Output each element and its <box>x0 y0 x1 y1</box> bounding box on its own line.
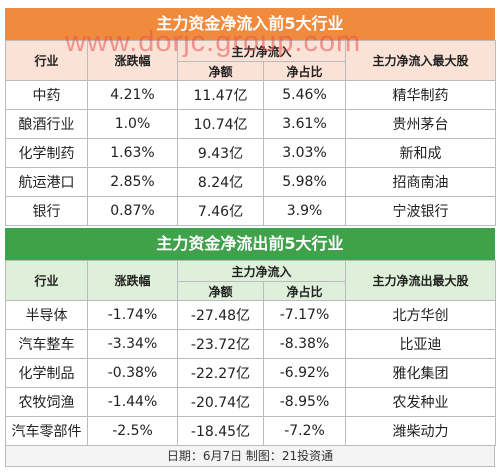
industry-cell: 酿酒行业 <box>5 109 88 139</box>
net-amount-cell: -22.27亿 <box>177 358 264 388</box>
change-cell: -0.38% <box>87 358 178 388</box>
table-row: 化学制品 -0.38% -22.27亿 -6.92% 雅化集团 <box>5 358 497 388</box>
top-stock-cell: 招商南油 <box>345 167 497 197</box>
inflow-table: 行业 涨跌幅 主力净流入 主力净流入最大股 净额 净占比 中药 4.21% 11… <box>5 40 497 226</box>
top-stock-cell: 潍柴动力 <box>345 416 497 446</box>
change-cell: 1.63% <box>87 138 178 168</box>
top-stock-cell: 北方华创 <box>345 300 497 330</box>
industry-cell: 化学制品 <box>5 358 88 388</box>
net-ratio-cell: -7.2% <box>262 416 347 446</box>
inflow-title-banner: 主力资金净流入前5大行业 <box>5 8 495 40</box>
change-cell: 4.21% <box>87 80 178 110</box>
net-ratio-cell: -7.17% <box>262 300 347 330</box>
inflow-header-net-ratio: 净占比 <box>262 61 347 81</box>
outflow-header-net-group: 主力净流入 <box>176 260 347 282</box>
top-stock-cell: 新和成 <box>345 138 497 168</box>
net-amount-cell: 7.46亿 <box>177 196 264 226</box>
net-ratio-cell: -6.92% <box>262 358 347 388</box>
outflow-header-row: 行业 涨跌幅 主力净流入 主力净流出最大股 <box>5 260 497 301</box>
table-row: 银行 0.87% 7.46亿 3.9% 宁波银行 <box>5 196 497 226</box>
inflow-header-top-stock: 主力净流入最大股 <box>345 40 497 81</box>
inflow-header-net-amount: 净额 <box>177 61 264 81</box>
table-row: 酿酒行业 1.0% 10.74亿 3.61% 贵州茅台 <box>5 109 497 139</box>
outflow-subheader-row: 净额 净占比 <box>6 281 496 301</box>
industry-cell: 银行 <box>5 196 88 226</box>
net-amount-cell: -20.74亿 <box>177 387 264 417</box>
net-amount-cell: -18.45亿 <box>177 416 264 446</box>
industry-cell: 化学制药 <box>5 138 88 168</box>
page: 主力资金净流入前5大行业 行业 涨跌幅 主力净流入 主力净流入最大股 净额 净占… <box>5 0 497 474</box>
change-cell: 0.87% <box>87 196 178 226</box>
table-row: 化学制药 1.63% 9.43亿 3.03% 新和成 <box>5 138 497 168</box>
net-amount-cell: 9.43亿 <box>177 138 264 168</box>
change-cell: -1.44% <box>87 387 178 417</box>
outflow-header-top-stock: 主力净流出最大股 <box>345 260 497 301</box>
top-stock-cell: 贵州茅台 <box>345 109 497 139</box>
top-stock-cell: 雅化集团 <box>345 358 497 388</box>
net-ratio-cell: 3.03% <box>262 138 347 168</box>
table-row: 中药 4.21% 11.47亿 5.46% 精华制药 <box>5 80 497 110</box>
outflow-header-net-ratio: 净占比 <box>262 281 347 301</box>
change-cell: -2.5% <box>87 416 178 446</box>
footer-caption: 日期：6月7日 制图：21投资通 <box>5 446 495 467</box>
top-stock-cell: 农发种业 <box>345 387 497 417</box>
industry-cell: 航运港口 <box>5 167 88 197</box>
inflow-title: 主力资金净流入前5大行业 <box>156 14 344 33</box>
inflow-subheader-row: 净额 净占比 <box>6 61 496 81</box>
net-ratio-cell: 5.98% <box>262 167 347 197</box>
industry-cell: 汽车整车 <box>5 329 88 359</box>
industry-cell: 汽车零部件 <box>5 416 88 446</box>
industry-cell: 半导体 <box>5 300 88 330</box>
net-amount-cell: -23.72亿 <box>177 329 264 359</box>
change-cell: -3.34% <box>87 329 178 359</box>
change-cell: -1.74% <box>87 300 178 330</box>
outflow-table: 行业 涨跌幅 主力净流入 主力净流出最大股 净额 净占比 半导体 -1.74% … <box>5 260 497 446</box>
outflow-header-change: 涨跌幅 <box>87 260 178 301</box>
inflow-header-industry: 行业 <box>5 40 88 81</box>
net-amount-cell: 8.24亿 <box>177 167 264 197</box>
industry-cell: 农牧饲渔 <box>5 387 88 417</box>
net-amount-cell: 10.74亿 <box>177 109 264 139</box>
change-cell: 2.85% <box>87 167 178 197</box>
table-row: 航运港口 2.85% 8.24亿 5.98% 招商南油 <box>5 167 497 197</box>
net-amount-cell: -27.48亿 <box>177 300 264 330</box>
top-stock-cell: 精华制药 <box>345 80 497 110</box>
inflow-header-change: 涨跌幅 <box>87 40 178 81</box>
inflow-header-row: 行业 涨跌幅 主力净流入 主力净流入最大股 <box>5 40 497 81</box>
top-stock-cell: 宁波银行 <box>345 196 497 226</box>
outflow-header-industry: 行业 <box>5 260 88 301</box>
change-cell: 1.0% <box>87 109 178 139</box>
outflow-header-net-amount: 净额 <box>177 281 264 301</box>
outflow-title-banner: 主力资金净流出前5大行业 <box>5 228 495 260</box>
net-ratio-cell: 5.46% <box>262 80 347 110</box>
table-row: 汽车整车 -3.34% -23.72亿 -8.38% 比亚迪 <box>5 329 497 359</box>
net-ratio-cell: 3.9% <box>262 196 347 226</box>
top-stock-cell: 比亚迪 <box>345 329 497 359</box>
table-row: 汽车零部件 -2.5% -18.45亿 -7.2% 潍柴动力 <box>5 416 497 446</box>
table-row: 农牧饲渔 -1.44% -20.74亿 -8.95% 农发种业 <box>5 387 497 417</box>
outflow-title: 主力资金净流出前5大行业 <box>156 234 344 253</box>
net-amount-cell: 11.47亿 <box>177 80 264 110</box>
net-ratio-cell: -8.95% <box>262 387 347 417</box>
net-ratio-cell: 3.61% <box>262 109 347 139</box>
industry-cell: 中药 <box>5 80 88 110</box>
table-row: 半导体 -1.74% -27.48亿 -7.17% 北方华创 <box>5 300 497 330</box>
net-ratio-cell: -8.38% <box>262 329 347 359</box>
inflow-header-net-group: 主力净流入 <box>176 40 347 62</box>
